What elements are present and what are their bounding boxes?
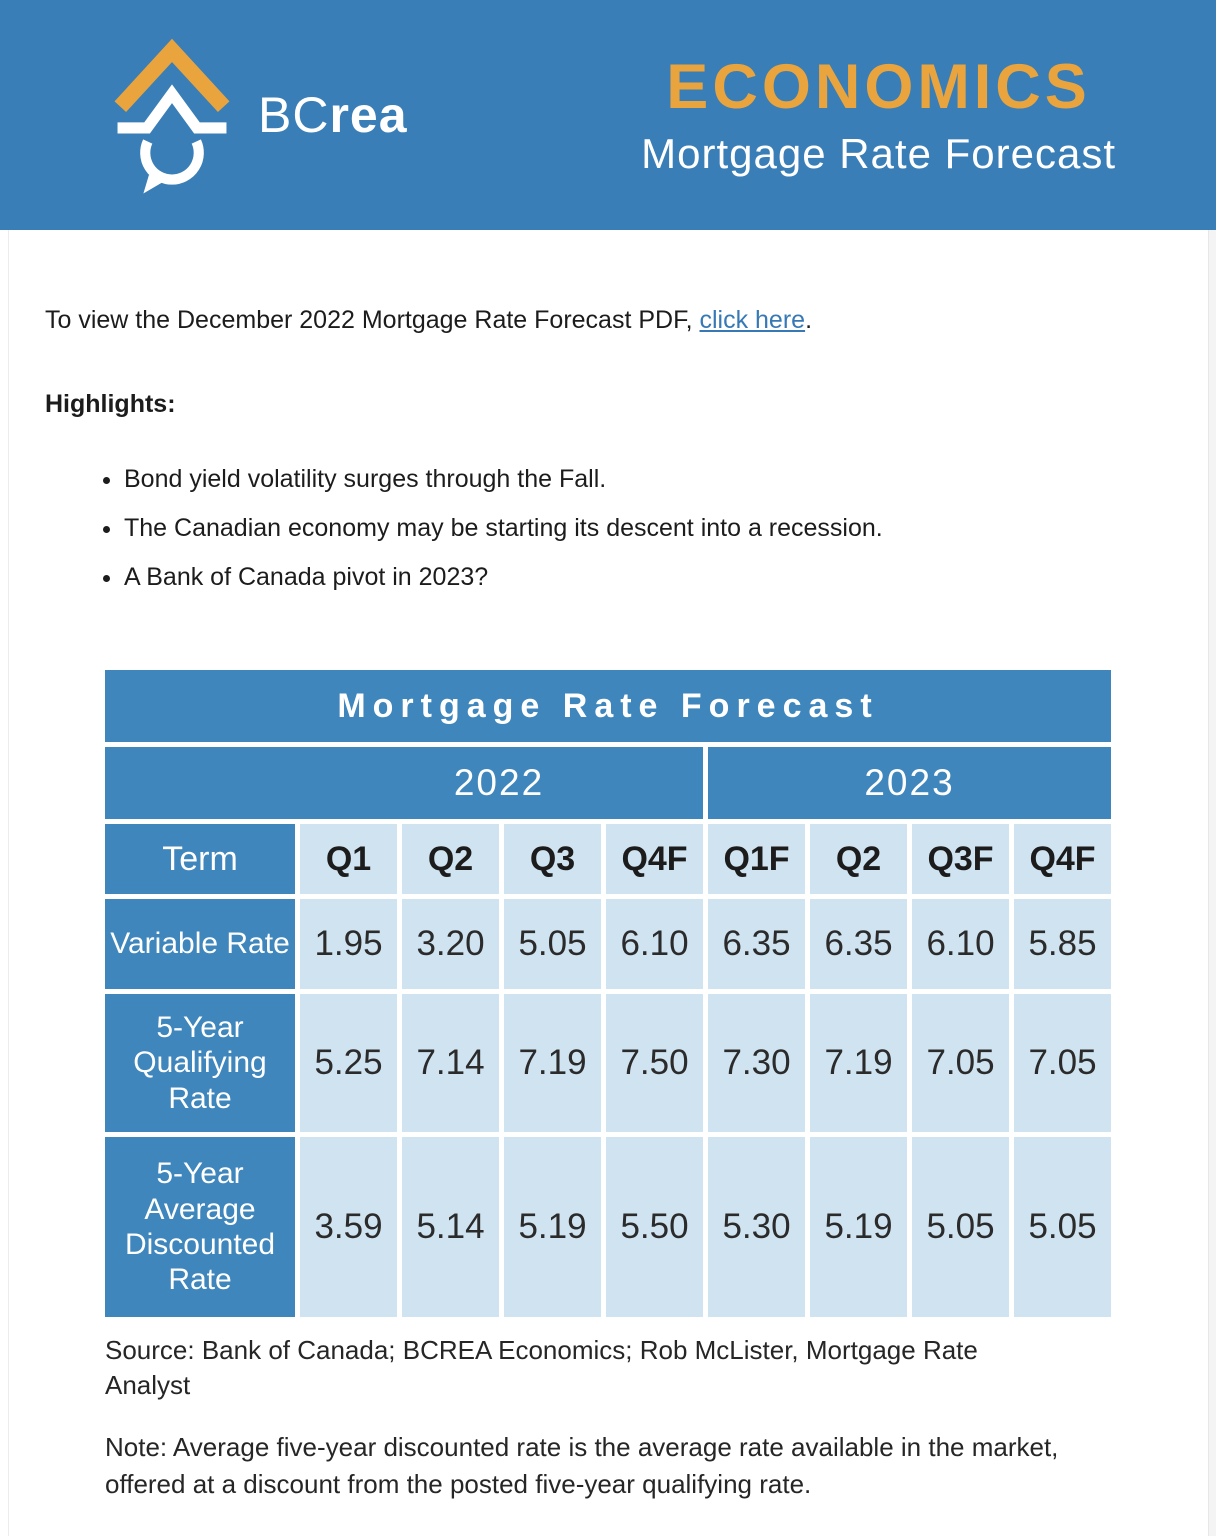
- brand-bc: BC: [258, 87, 330, 143]
- source-text: Source: Bank of Canada; BCREA Economics;…: [105, 1335, 978, 1401]
- rate-cell: 5.50: [606, 1137, 703, 1317]
- header-banner: BCrea ECONOMICS Mortgage Rate Forecast: [0, 0, 1216, 230]
- rate-cell: 7.19: [810, 994, 907, 1132]
- header-subtitle: Mortgage Rate Forecast: [641, 129, 1116, 177]
- quarter-header: Q2: [810, 824, 907, 894]
- row-term-label: 5-Year Qualifying Rate: [105, 994, 295, 1132]
- highlights-list: Bond yield volatility surges through the…: [45, 465, 1171, 592]
- forecast-table: Mortgage Rate Forecast 2022 2023 Term Q1…: [100, 665, 1116, 1322]
- rate-cell: 6.10: [606, 899, 703, 989]
- page-left-border: [8, 230, 9, 1536]
- rate-cell: 7.19: [504, 994, 601, 1132]
- highlight-item: Bond yield volatility surges through the…: [124, 465, 1171, 494]
- year-header-2022: 2022: [105, 747, 703, 819]
- quarter-header: Q4F: [606, 824, 703, 894]
- banner-titles: ECONOMICS Mortgage Rate Forecast: [641, 51, 1116, 177]
- quarter-header: Q2: [402, 824, 499, 894]
- quarter-header: Q4F: [1014, 824, 1111, 894]
- rate-cell: 3.59: [300, 1137, 397, 1317]
- rate-cell: 5.05: [504, 899, 601, 989]
- rate-cell: 5.85: [1014, 899, 1111, 989]
- rate-cell: 6.35: [708, 899, 805, 989]
- rate-cell: 5.25: [300, 994, 397, 1132]
- quarter-header: Q1F: [708, 824, 805, 894]
- rate-cell: 5.19: [504, 1137, 601, 1317]
- rate-cell: 3.20: [402, 899, 499, 989]
- rate-cell: 1.95: [300, 899, 397, 989]
- highlight-item: The Canadian economy may be starting its…: [124, 514, 1171, 543]
- economics-title: ECONOMICS: [666, 51, 1091, 122]
- intro-text-before: To view the December 2022 Mortgage Rate …: [45, 306, 700, 334]
- rate-cell: 5.19: [810, 1137, 907, 1317]
- year-header-2023: 2023: [708, 747, 1111, 819]
- page-right-margin: [1208, 230, 1216, 1536]
- rate-cell: 7.50: [606, 994, 703, 1132]
- rate-cell: 7.05: [912, 994, 1009, 1132]
- rate-cell: 7.14: [402, 994, 499, 1132]
- brand-rea: rea: [329, 87, 408, 143]
- forecast-table-block: Mortgage Rate Forecast 2022 2023 Term Q1…: [105, 665, 1171, 1502]
- table-title: Mortgage Rate Forecast: [105, 670, 1111, 742]
- quarter-header: Q3: [504, 824, 601, 894]
- highlight-item: A Bank of Canada pivot in 2023?: [124, 563, 1171, 592]
- brand-wordmark: BCrea: [258, 90, 408, 140]
- intro-paragraph: To view the December 2022 Mortgage Rate …: [45, 305, 1171, 335]
- rate-cell: 7.05: [1014, 994, 1111, 1132]
- bcrea-logo: BCrea: [112, 32, 408, 198]
- rate-cell: 6.35: [810, 899, 907, 989]
- highlights-heading: Highlights:: [45, 390, 176, 418]
- row-term-label: Variable Rate: [105, 899, 295, 989]
- pdf-link[interactable]: click here: [699, 306, 806, 334]
- rate-cell: 7.30: [708, 994, 805, 1132]
- note-text: Note: Average five-year discounted rate …: [105, 1432, 1059, 1499]
- term-column-header: Term: [105, 824, 295, 894]
- intro-text-after: .: [805, 306, 813, 334]
- email-body: To view the December 2022 Mortgage Rate …: [0, 305, 1216, 1502]
- bcrea-house-speech-bubble-icon: [114, 38, 230, 194]
- rate-cell: 5.14: [402, 1137, 499, 1317]
- rate-cell: 5.05: [912, 1137, 1009, 1317]
- row-term-label: 5-Year Average Discounted Rate: [105, 1137, 295, 1317]
- rate-cell: 5.30: [708, 1137, 805, 1317]
- rate-cell: 5.05: [1014, 1137, 1111, 1317]
- rate-cell: 6.10: [912, 899, 1009, 989]
- quarter-header: Q1: [300, 824, 397, 894]
- quarter-header: Q3F: [912, 824, 1009, 894]
